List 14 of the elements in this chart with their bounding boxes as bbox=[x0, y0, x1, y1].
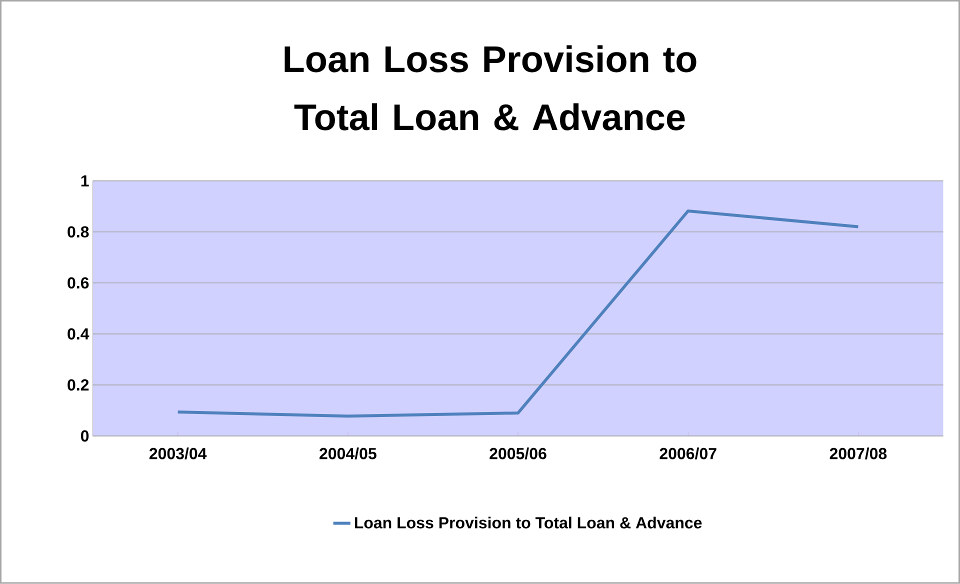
x-tick-label: 2007/08 bbox=[830, 448, 887, 460]
legend-label: Loan Loss Provision to Total Loan & Advance bbox=[354, 516, 702, 529]
x-tick-label: 2006/07 bbox=[660, 448, 716, 460]
x-tick-label: 2004/05 bbox=[320, 448, 376, 460]
line-series bbox=[176, 210, 860, 418]
y-tick-label: 0.6 bbox=[68, 277, 89, 289]
y-tick-label: 0.2 bbox=[68, 379, 89, 391]
y-tick-label: 0 bbox=[80, 430, 89, 442]
y-tick-label: 0.4 bbox=[68, 328, 90, 340]
x-tick-label: 2005/06 bbox=[490, 448, 546, 460]
y-tick-label: 0.8 bbox=[68, 226, 89, 238]
y-tick-label: 1 bbox=[81, 175, 89, 186]
chart-title: Loan Loss Provision to Total Loan & Advance bbox=[284, 45, 696, 130]
x-tick-label: 2003/04 bbox=[149, 448, 207, 460]
